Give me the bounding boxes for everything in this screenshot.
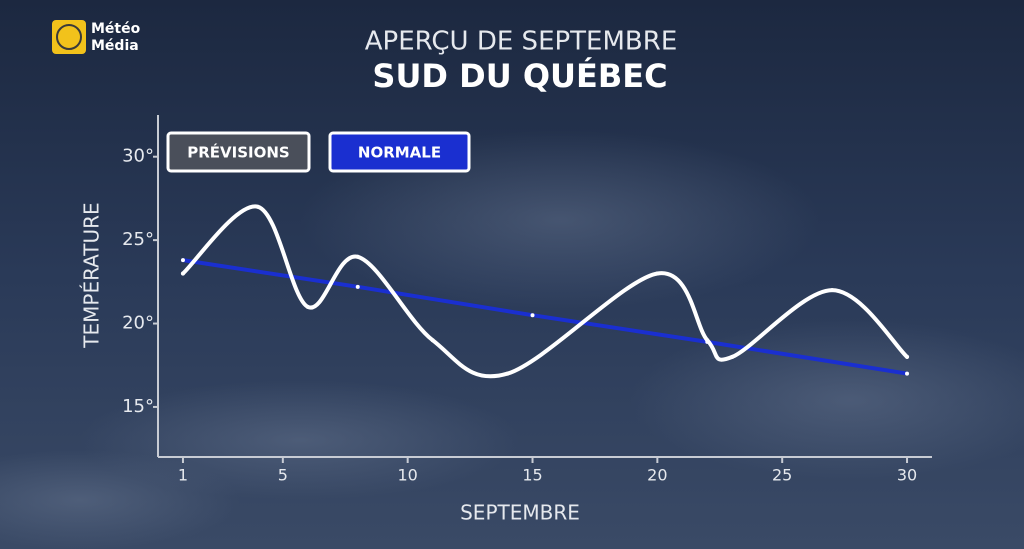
data-point — [355, 254, 360, 259]
logo: Météo Média — [52, 20, 141, 54]
data-point — [255, 204, 260, 209]
data-point — [355, 284, 360, 289]
data-point — [530, 313, 535, 318]
y-tick-label: 25° — [122, 229, 154, 250]
data-point — [830, 288, 835, 293]
data-point — [705, 338, 710, 343]
x-tick-label: 10 — [397, 466, 417, 485]
data-point — [180, 258, 185, 263]
chart-title: SUD DU QUÉBEC — [372, 57, 667, 95]
data-point — [305, 304, 310, 309]
data-point — [905, 371, 910, 376]
data-point — [905, 354, 910, 359]
y-tick-label: 20° — [122, 313, 154, 334]
data-point — [180, 271, 185, 276]
cloud — [0, 450, 240, 549]
x-tick-label: 5 — [278, 466, 288, 485]
logo-text: Météo — [91, 21, 141, 37]
y-tick-label: 15° — [122, 396, 154, 417]
cloud — [300, 130, 820, 310]
data-point — [730, 354, 735, 359]
chart-subtitle: APERÇU DE SEPTEMBRE — [365, 27, 678, 57]
x-tick-label: 20 — [647, 466, 667, 485]
x-tick-label: 25 — [772, 466, 792, 485]
logo-text: Média — [91, 38, 139, 54]
x-axis-label: SEPTEMBRE — [460, 501, 580, 525]
legend-box — [328, 131, 471, 173]
data-point — [655, 271, 660, 276]
y-tick-label: 30° — [122, 146, 154, 167]
y-axis-label: TEMPÉRATURE — [80, 202, 104, 348]
legend-label: PRÉVISIONS — [187, 143, 289, 162]
x-tick-label: 1 — [178, 466, 188, 485]
data-point — [505, 371, 510, 376]
logo-globe — [56, 24, 82, 50]
x-tick-label: 15 — [522, 466, 542, 485]
legend-label: NORMALE — [358, 144, 441, 162]
x-tick-label: 30 — [897, 466, 917, 485]
data-point — [430, 338, 435, 343]
legend-box — [166, 131, 311, 173]
